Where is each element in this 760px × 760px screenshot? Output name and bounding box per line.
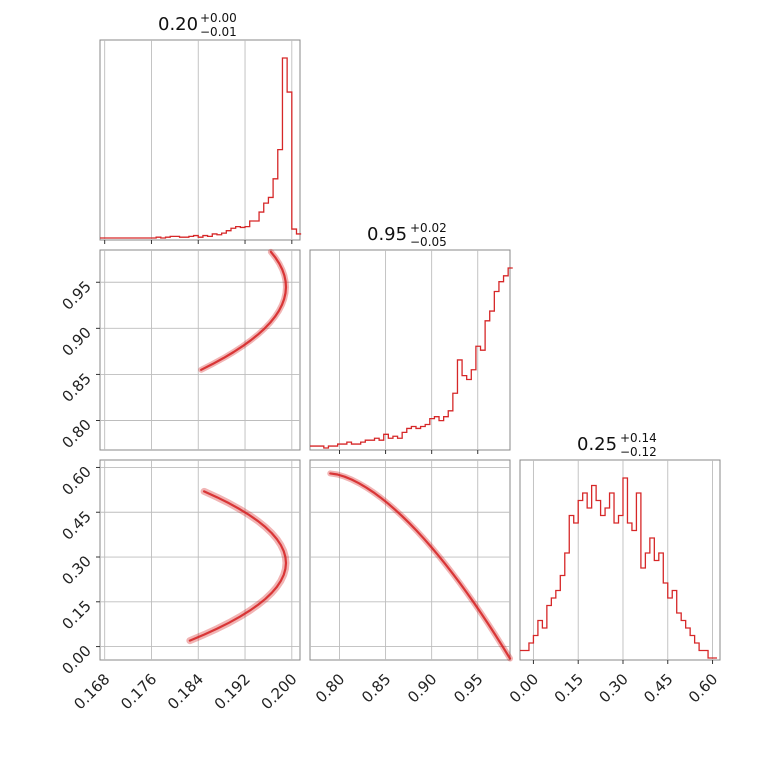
contour-3-2-1 — [329, 472, 512, 660]
x-col1-label-4: 0.200 — [258, 670, 301, 713]
contour-panel-2-1 — [99, 248, 301, 451]
hist-panel-1 — [99, 39, 302, 244]
title-1-err-minus: −0.01 — [200, 25, 237, 39]
y-row3-label-2: 0.30 — [58, 552, 94, 588]
grid-2-1 — [100, 250, 300, 450]
contours-3-2 — [327, 470, 513, 662]
y-row2-label-0: 0.80 — [58, 416, 94, 452]
contour-panel-3-1 — [99, 459, 301, 661]
contour-3-1-1 — [188, 490, 288, 642]
y-row2-label-1: 0.85 — [58, 370, 94, 406]
title-2-err-minus: −0.05 — [410, 235, 447, 249]
title-2-err-plus: +0.02 — [410, 221, 447, 235]
title-3-err-plus: +0.14 — [620, 431, 657, 445]
title-3: 0.25 — [577, 434, 617, 455]
histogram-1 — [100, 57, 302, 239]
y-row3-label-1: 0.15 — [58, 597, 94, 633]
y-row3-label-0: 0.00 — [58, 642, 94, 678]
grid-3-2 — [310, 460, 510, 660]
x-col1-label-3: 0.192 — [211, 670, 254, 713]
x-col2-label-3: 0.95 — [450, 670, 486, 706]
x-col3-label-0: 0.00 — [506, 670, 542, 706]
grid-diag-2 — [339, 250, 479, 450]
y-row3-label-4: 0.60 — [58, 463, 94, 499]
x-col3-label-1: 0.15 — [551, 670, 587, 706]
title-1-err-plus: +0.00 — [200, 11, 237, 25]
x-col2-label-2: 0.90 — [404, 670, 440, 706]
x-col2-label-1: 0.85 — [358, 670, 394, 706]
x-col1-label-2: 0.184 — [164, 670, 207, 713]
x-col3-label-4: 0.60 — [685, 670, 721, 706]
contours-3-1 — [186, 487, 290, 645]
contour-panel-3-2 — [309, 459, 513, 662]
hist-panel-3 — [519, 459, 721, 664]
title-1: 0.20 — [158, 14, 198, 35]
title-3-err-minus: −0.12 — [620, 445, 657, 459]
hist-panel-2 — [309, 249, 513, 454]
y-row2-label-2: 0.90 — [58, 323, 94, 359]
contour-2-1-1 — [200, 250, 288, 371]
x-col1-label-1: 0.176 — [117, 670, 160, 713]
histogram-2 — [310, 267, 513, 449]
x-col1-label-0: 0.168 — [70, 670, 113, 713]
title-2: 0.95 — [367, 224, 407, 245]
y-row3-label-3: 0.45 — [58, 507, 94, 543]
x-col2-label-0: 0.80 — [312, 670, 348, 706]
x-col3-label-3: 0.45 — [640, 670, 676, 706]
histogram-3 — [520, 477, 718, 659]
y-row2-label-3: 0.95 — [58, 277, 94, 313]
contours-2-1 — [198, 248, 289, 373]
x-col3-label-2: 0.30 — [595, 670, 631, 706]
grid-3-1 — [100, 460, 300, 660]
